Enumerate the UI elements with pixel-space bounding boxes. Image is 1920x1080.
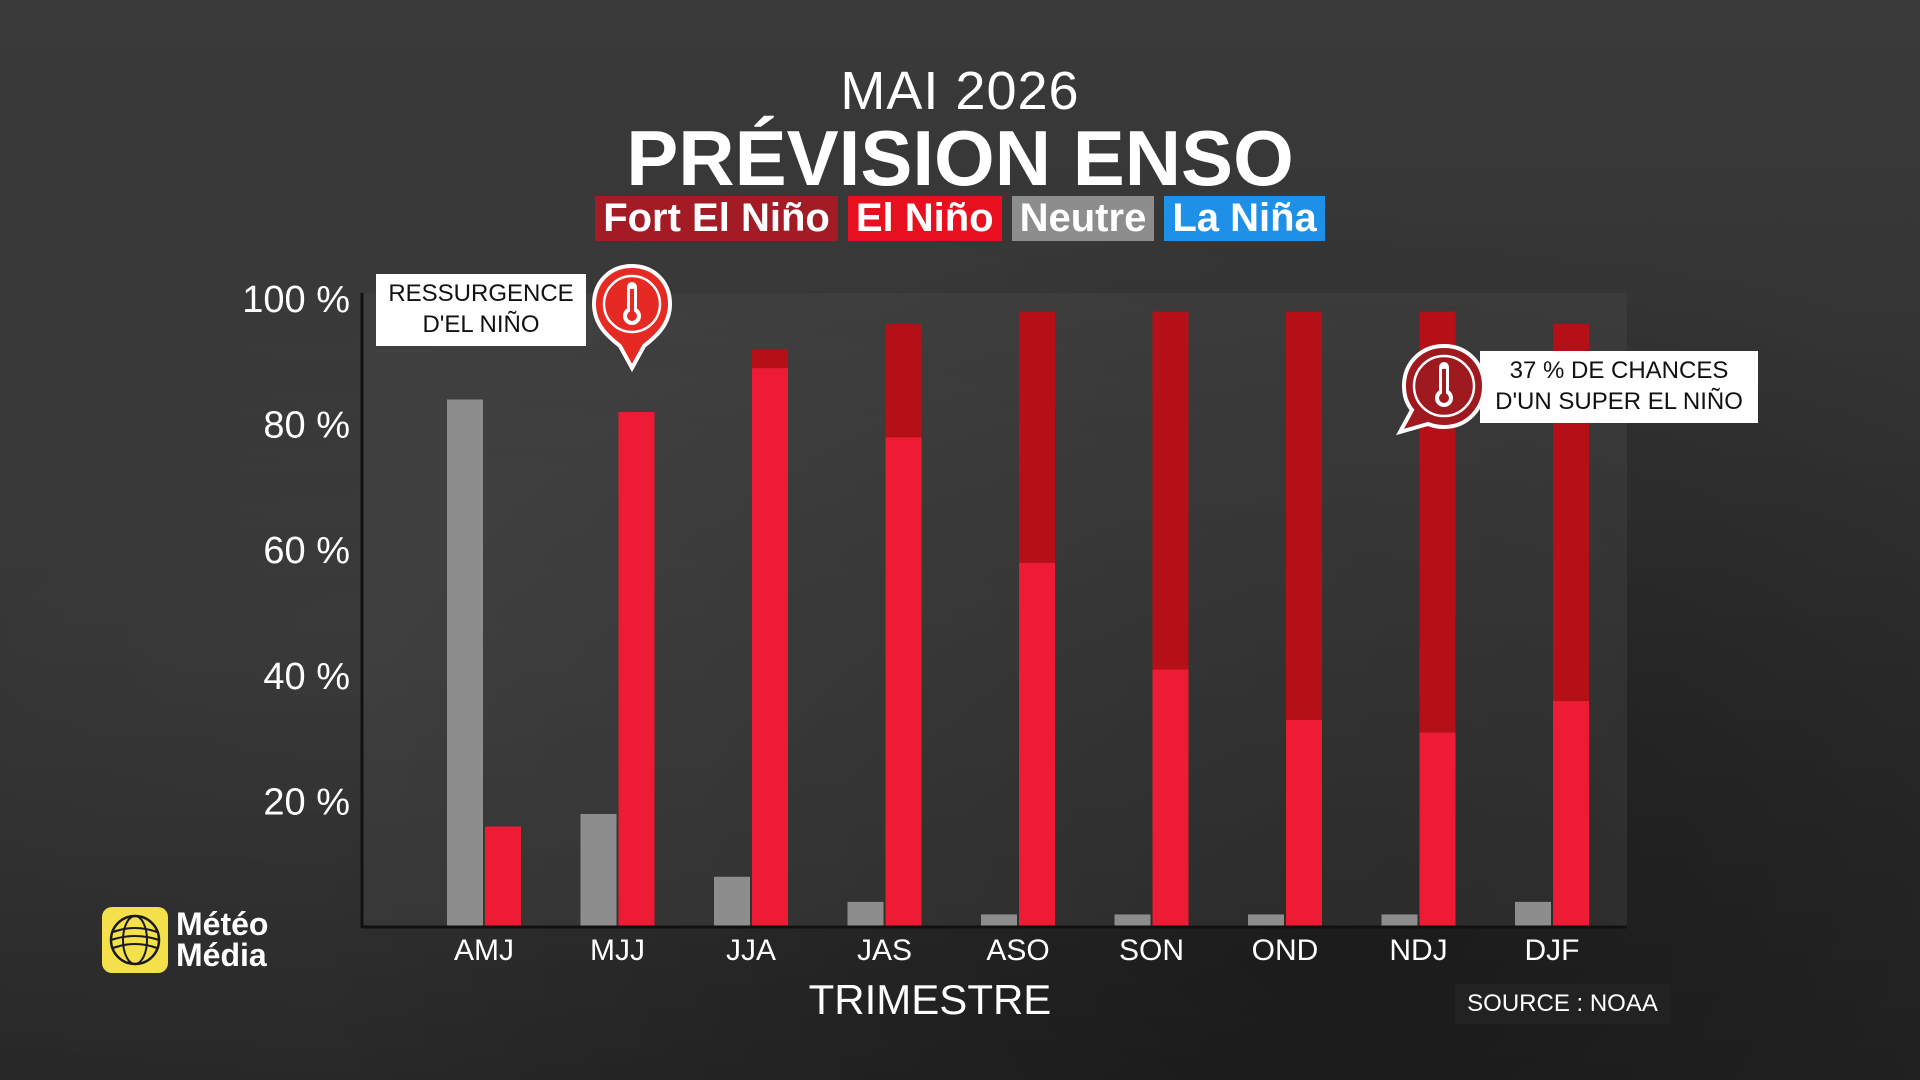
bar-el-nino-jas <box>885 437 922 927</box>
bar-neutre-ndj <box>1381 914 1418 927</box>
logo-text-line2: Média <box>176 937 267 973</box>
bar-neutre-jja <box>714 876 750 927</box>
thermometer-pin-icon <box>591 263 673 373</box>
x-tick-label-amj: AMJ <box>454 934 514 967</box>
chart-subtitle: MAI 2026 <box>840 61 1080 121</box>
resurgence-callout-line2: D'EL NIÑO <box>422 311 540 338</box>
super-el-nino-callout-line1: 37 % DE CHANCES <box>1509 357 1729 384</box>
x-tick-label-ond: OND <box>1252 934 1319 967</box>
bar-el-nino-aso <box>1019 562 1055 927</box>
bar-neutre-son <box>1114 914 1151 927</box>
bar-fort-el-nino-aso <box>1019 311 1055 563</box>
bar-neutre-aso <box>981 914 1017 927</box>
thermometer-badge-icon <box>1395 343 1487 436</box>
bar-el-nino-son <box>1152 669 1189 927</box>
x-tick-label-mjj: MJJ <box>590 934 645 967</box>
super-el-nino-callout: 37 % DE CHANCES D'UN SUPER EL NIÑO <box>1480 351 1758 423</box>
bar-el-nino-ndj <box>1419 732 1456 927</box>
bar-el-nino-djf <box>1553 700 1589 927</box>
legend-item-neutre: Neutre <box>1011 196 1155 241</box>
logo-text: Météo Média <box>176 906 269 973</box>
resurgence-callout: RESSURGENCE D'EL NIÑO <box>376 274 586 346</box>
y-axis-ticks: 20 % 40 % 60 % 80 % 100 % <box>242 279 350 823</box>
logo-text-line1: Météo <box>176 906 269 942</box>
x-tick-label-ndj: NDJ <box>1389 934 1447 967</box>
y-tick-label-20: 20 % <box>263 781 350 823</box>
y-tick-label-60: 60 % <box>263 530 350 572</box>
bars-group <box>447 311 1589 928</box>
x-tick-label-aso: ASO <box>986 934 1049 967</box>
legend: Fort El Niño El Niño Neutre La Niña <box>0 196 1920 241</box>
x-tick-label-jja: JJA <box>726 934 776 967</box>
bar-el-nino-ond <box>1286 719 1322 927</box>
bar-neutre-ond <box>1248 914 1284 927</box>
bar-el-nino-jja <box>752 368 788 928</box>
bar-neutre-jas <box>847 901 884 927</box>
x-tick-label-djf: DJF <box>1525 934 1580 967</box>
x-axis-title: TRIMESTRE <box>808 976 1052 1023</box>
source-label: SOURCE : NOAA <box>1455 984 1670 1024</box>
globe-lines-icon <box>109 914 161 966</box>
bar-neutre-djf <box>1515 901 1551 927</box>
bar-fort-el-nino-jja <box>752 349 788 369</box>
x-tick-label-son: SON <box>1119 934 1184 967</box>
y-tick-label-100: 100 % <box>242 279 350 321</box>
bar-fort-el-nino-son <box>1152 311 1189 670</box>
legend-item-el-nino: El Niño <box>847 196 1002 241</box>
bar-neutre-amj <box>447 399 483 928</box>
bar-el-nino-mjj <box>618 412 655 927</box>
globe-icon <box>102 907 168 973</box>
y-tick-label-80: 80 % <box>263 405 350 447</box>
legend-item-fort-el-nino: Fort El Niño <box>595 196 838 241</box>
resurgence-callout-line1: RESSURGENCE <box>388 280 574 307</box>
meteo-media-logo: Météo Média <box>102 907 268 973</box>
super-el-nino-callout-line2: D'UN SUPER EL NIÑO <box>1495 388 1743 415</box>
x-tick-label-jas: JAS <box>857 934 912 967</box>
legend-item-la-nina: La Niña <box>1164 196 1325 241</box>
bar-fort-el-nino-jas <box>885 324 922 438</box>
x-axis-ticks: AMJ MJJ JJA JAS ASO SON OND NDJ DJF <box>454 934 1580 967</box>
y-tick-label-40: 40 % <box>263 656 350 698</box>
bar-el-nino-amj <box>485 826 521 927</box>
bar-neutre-mjj <box>580 813 617 927</box>
chart-title: PRÉVISION ENSO <box>626 114 1294 202</box>
bar-fort-el-nino-ond <box>1286 311 1322 720</box>
